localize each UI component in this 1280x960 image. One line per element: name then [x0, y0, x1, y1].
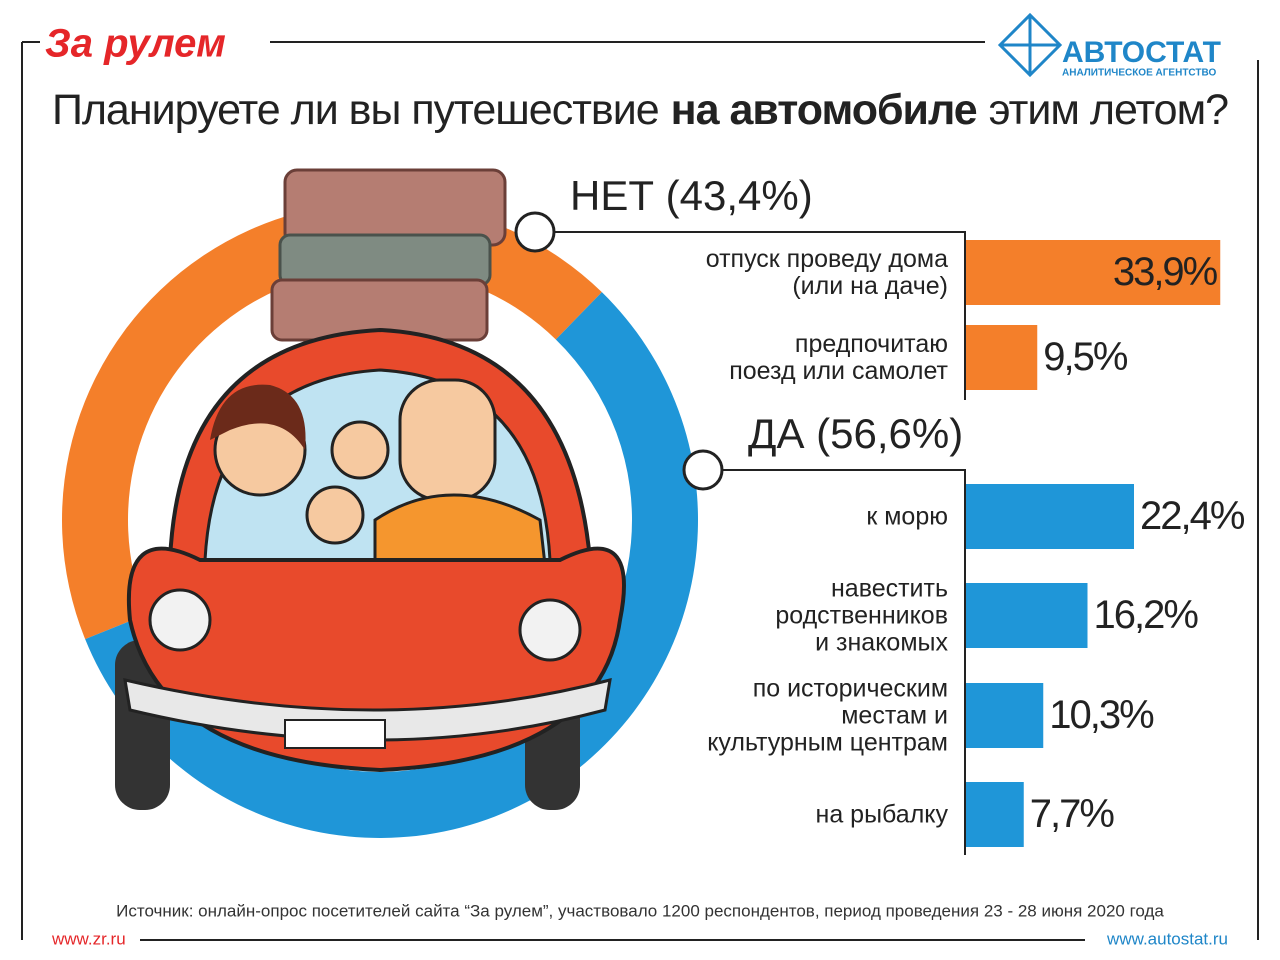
category-label: к морю: [866, 502, 948, 530]
logo: АВТОСТАТ: [1062, 36, 1221, 69]
car-illustration: [115, 168, 626, 810]
value-label: 16,2%: [1094, 593, 1199, 637]
title-part: Планируете ли вы путешествие: [51, 86, 660, 134]
donut: [62, 202, 699, 839]
brand: За рулем: [45, 22, 226, 66]
group-label: НЕТ (43,4%): [570, 172, 813, 219]
bar: [966, 683, 1044, 748]
value-label: 22,4%: [1140, 494, 1245, 538]
marker: [682, 449, 724, 491]
value-label: 10,3%: [1049, 693, 1154, 737]
bar: [966, 583, 1088, 648]
bar: [966, 782, 1024, 847]
title-part: на автомобиле: [670, 86, 978, 134]
bar: [966, 325, 1038, 390]
category-label: на рыбалку: [815, 800, 948, 828]
frame: [21, 41, 1259, 941]
bar: [966, 484, 1134, 549]
value-label: 7,7%: [1030, 792, 1115, 836]
bars: 33,9% 9,5% 22,4% 16,2% 10,3% 7,7%: [966, 240, 1247, 847]
donut-segment: [62, 202, 602, 640]
logo-icon: [997, 12, 1063, 78]
source: Источник: онлайн-опрос посетителей сайта…: [116, 901, 1164, 920]
value-label: 9,5%: [1043, 335, 1128, 379]
category-label: навестить родственников и знакомых: [775, 574, 948, 656]
right-url: www.autostat.ru: [1106, 929, 1228, 948]
marker: [514, 211, 556, 253]
group-label: ДА (56,6%): [748, 410, 963, 457]
category-label: предпочитаю поезд или самолет: [729, 329, 948, 385]
title: Планируете ли вы путешествие на автомобил…: [0, 86, 1280, 135]
category-label: отпуск проведу дома (или на даче): [705, 244, 948, 300]
value-label: 33,9%: [1113, 250, 1218, 294]
logo-subtitle: АНАЛИТИЧЕСКОЕ АГЕНТСТВО: [1062, 68, 1216, 79]
left-url: www.zr.ru: [51, 929, 126, 948]
title-part: этим летом?: [988, 86, 1229, 134]
bar: [966, 240, 1221, 305]
donut-segment: [85, 292, 699, 839]
category-label: по историческим местам и культурным цент…: [707, 674, 948, 756]
